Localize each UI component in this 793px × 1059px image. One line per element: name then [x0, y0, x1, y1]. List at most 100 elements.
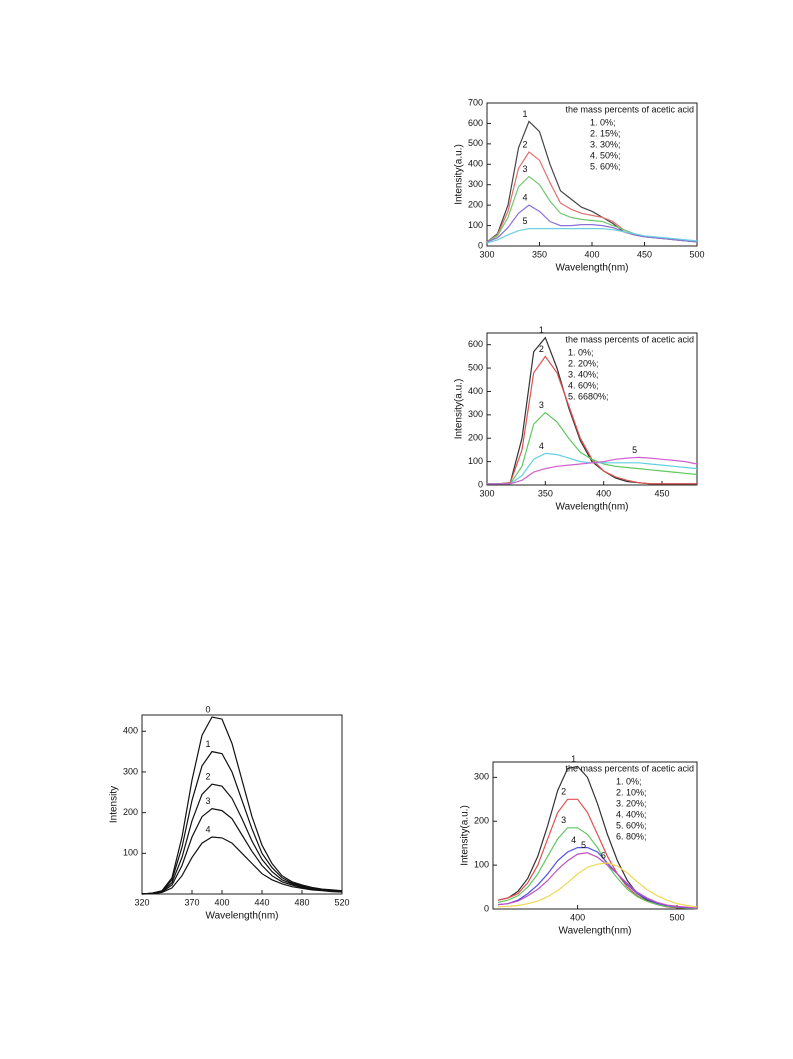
x-tick-label: 520 — [334, 897, 349, 907]
y-axis-title: Intensity(a.u.) — [454, 379, 465, 440]
y-tick-label: 100 — [468, 220, 483, 230]
curve-label: 1 — [571, 754, 576, 764]
curve-label: 4 — [522, 193, 527, 203]
spectrum-line — [486, 228, 698, 244]
curve-label: 1 — [205, 739, 210, 749]
legend-entry: 1. 0%; — [568, 347, 594, 357]
y-tick-label: 100 — [474, 859, 489, 869]
y-axis-title: Intensity — [109, 786, 120, 823]
y-axis-title: Intensity(a.u.) — [460, 805, 471, 866]
x-tick-label: 500 — [689, 249, 704, 259]
x-axis-title: Wavelength(nm) — [559, 926, 632, 937]
y-tick-label: 200 — [468, 200, 483, 210]
x-tick-label: 400 — [214, 897, 229, 907]
legend-title: the mass percents of acetic acid — [565, 334, 694, 344]
y-tick-label: 300 — [468, 179, 483, 189]
y-tick-label: 700 — [468, 97, 483, 107]
y-axis-title: Intensity(a.u.) — [454, 144, 465, 205]
curve-label: 3 — [539, 400, 544, 410]
x-tick-label: 400 — [570, 912, 585, 922]
plot-frame — [486, 332, 698, 486]
curve-label: 4 — [539, 441, 544, 451]
y-tick-label: 600 — [468, 118, 483, 128]
y-tick-label: 400 — [123, 726, 138, 736]
x-tick-label: 350 — [532, 249, 547, 259]
curve-label: 5 — [581, 840, 586, 850]
x-tick-label: 300 — [479, 249, 494, 259]
x-axis-title: Wavelength(nm) — [206, 911, 279, 922]
x-tick-label: 320 — [134, 897, 149, 907]
curve-label: 2 — [539, 344, 544, 354]
spectrum-line — [487, 456, 698, 485]
legend-entry: 4. 60%; — [568, 380, 599, 390]
spectrum-line — [497, 798, 698, 910]
legend-entry: 2. 15%; — [590, 128, 621, 138]
x-axis-title: Wavelength(nm) — [556, 263, 629, 274]
spectrum-line — [497, 852, 698, 909]
legend-entry: 2. 20%; — [568, 358, 599, 368]
spectrum-line — [141, 836, 343, 895]
curve-label: 4 — [205, 824, 210, 834]
y-tick-label: 200 — [123, 807, 138, 817]
y-tick-label: 0 — [478, 240, 483, 250]
legend-entry: 5. 60%; — [590, 161, 621, 171]
x-tick-label: 500 — [670, 912, 685, 922]
legend-entry: 3. 40%; — [568, 369, 599, 379]
curve-label: 2 — [522, 139, 527, 149]
curve-label: 1 — [522, 109, 527, 119]
spectrum-line — [141, 750, 343, 895]
y-tick-label: 500 — [468, 138, 483, 148]
curve-label: 3 — [522, 164, 527, 174]
curve-label: 2 — [561, 787, 566, 797]
x-axis-title: Wavelength(nm) — [556, 502, 629, 513]
y-tick-label: 0 — [484, 903, 489, 913]
y-tick-label: 400 — [468, 159, 483, 169]
curve-label: 1 — [539, 325, 544, 335]
x-tick-label: 350 — [538, 488, 553, 498]
x-tick-label: 370 — [184, 897, 199, 907]
curve-label: 2 — [205, 772, 210, 782]
y-tick-label: 300 — [123, 766, 138, 776]
y-tick-label: 0 — [478, 479, 483, 489]
legend-entry: 2. 10%; — [616, 787, 647, 797]
legend-entry: 3. 30%; — [590, 139, 621, 149]
legend-entry: 6. 80%; — [616, 831, 647, 841]
spectrum-line — [141, 783, 343, 895]
y-tick-label: 300 — [474, 772, 489, 782]
spectrum-line — [487, 411, 698, 485]
curve-label: 4 — [571, 835, 576, 845]
y-tick-label: 600 — [468, 339, 483, 349]
y-tick-label: 400 — [468, 386, 483, 396]
x-tick-label: 400 — [596, 488, 611, 498]
y-tick-label: 300 — [468, 409, 483, 419]
spectrum-line — [486, 175, 698, 243]
legend-title: the mass percents of acetic acid — [565, 104, 694, 114]
curve-label: 0 — [205, 704, 210, 714]
curve-label: 5 — [522, 216, 527, 226]
x-tick-label: 450 — [654, 488, 669, 498]
x-tick-label: 300 — [479, 488, 494, 498]
curve-label: 3 — [205, 796, 210, 806]
spectrum-line — [141, 716, 343, 895]
x-tick-label: 480 — [294, 897, 309, 907]
x-tick-label: 440 — [254, 897, 269, 907]
legend-entry: 4. 40%; — [616, 809, 647, 819]
y-tick-label: 500 — [468, 362, 483, 372]
legend-entry: 1. 0%; — [590, 117, 616, 127]
legend-entry: 5. 60%; — [616, 820, 647, 830]
spectrum-line — [497, 862, 698, 908]
spectrum-line — [497, 827, 698, 910]
legend-entry: 3. 20%; — [616, 798, 647, 808]
legend-entry: 5. 6680%; — [568, 391, 609, 401]
legend-entry: 1. 0%; — [616, 776, 642, 786]
y-tick-label: 200 — [474, 816, 489, 826]
plot-frame — [141, 714, 343, 895]
x-tick-label: 400 — [584, 249, 599, 259]
plot-frame — [492, 761, 698, 910]
y-tick-label: 100 — [468, 456, 483, 466]
spectrum-line — [486, 204, 698, 243]
y-tick-label: 100 — [123, 848, 138, 858]
legend-title: the mass percents of acetic acid — [565, 763, 694, 773]
x-tick-label: 450 — [637, 249, 652, 259]
